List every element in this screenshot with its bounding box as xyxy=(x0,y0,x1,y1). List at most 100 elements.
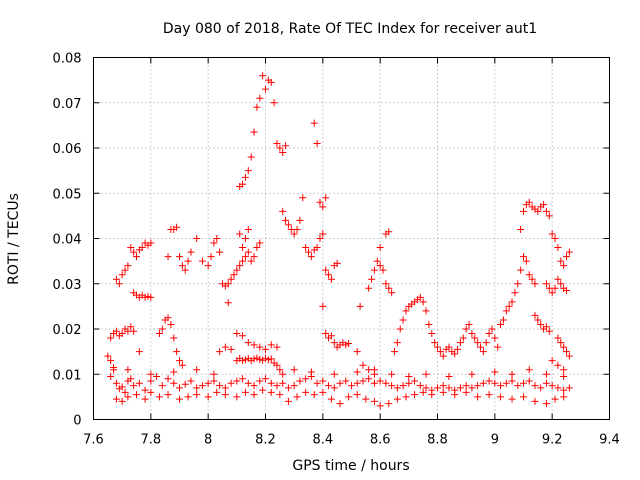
data-point xyxy=(477,343,484,351)
data-point xyxy=(279,207,287,215)
data-point xyxy=(402,393,410,401)
data-point xyxy=(115,280,123,288)
data-point xyxy=(302,244,310,252)
data-point xyxy=(491,368,499,376)
data-point xyxy=(279,149,287,157)
data-point xyxy=(542,207,550,215)
data-point xyxy=(479,379,487,387)
data-point xyxy=(256,94,264,102)
data-point xyxy=(178,262,186,270)
data-point xyxy=(147,370,155,378)
data-point xyxy=(164,375,172,383)
data-point xyxy=(259,386,267,394)
data-point xyxy=(118,383,126,391)
data-point xyxy=(118,271,126,279)
data-point xyxy=(293,393,301,401)
data-point xyxy=(267,379,275,387)
data-point xyxy=(107,357,115,365)
data-point xyxy=(370,266,378,274)
data-point xyxy=(491,379,499,387)
data-point xyxy=(247,153,255,161)
data-point xyxy=(216,248,224,256)
data-point xyxy=(422,384,430,392)
data-point xyxy=(262,375,269,383)
data-point xyxy=(141,386,149,394)
data-point xyxy=(133,253,140,261)
data-point xyxy=(233,330,241,338)
data-point xyxy=(124,262,132,270)
data-point xyxy=(560,262,568,270)
data-point xyxy=(290,382,298,390)
data-point xyxy=(454,345,462,353)
data-point xyxy=(345,393,353,401)
data-point xyxy=(141,395,149,403)
data-point xyxy=(485,377,493,385)
data-point xyxy=(178,361,186,369)
data-point xyxy=(273,139,281,147)
data-point xyxy=(284,397,292,405)
data-point xyxy=(494,343,502,351)
data-point xyxy=(135,348,143,356)
data-point xyxy=(173,348,181,356)
data-point xyxy=(193,391,201,399)
data-point xyxy=(319,203,327,211)
data-point xyxy=(505,302,513,310)
data-point xyxy=(402,307,410,315)
data-point xyxy=(239,332,247,340)
data-point xyxy=(336,379,344,387)
data-point xyxy=(508,395,516,403)
data-point xyxy=(244,225,252,233)
data-point xyxy=(370,366,378,374)
data-point xyxy=(247,257,255,265)
y-tick-labels: 0 0.01 0.02 0.03 0.04 0.05 0.06 0.07 0.08 xyxy=(53,52,82,429)
data-point xyxy=(307,368,315,376)
data-point xyxy=(284,384,292,392)
data-point xyxy=(560,393,568,401)
data-point xyxy=(147,377,155,385)
data-point xyxy=(230,271,238,279)
data-point xyxy=(333,259,341,267)
data-point xyxy=(554,384,562,392)
data-point xyxy=(508,377,516,385)
data-point xyxy=(370,397,378,405)
data-point xyxy=(565,248,573,256)
data-point xyxy=(322,194,330,202)
data-point xyxy=(239,180,247,188)
data-point xyxy=(388,289,396,297)
data-point xyxy=(273,343,281,351)
data-point xyxy=(528,275,536,283)
data-point xyxy=(267,388,275,396)
data-point xyxy=(296,216,304,224)
data-point xyxy=(176,384,183,392)
data-point xyxy=(485,391,493,399)
x-tick-label: 8.4 xyxy=(312,433,333,448)
data-point xyxy=(353,348,361,356)
x-axis-label: GPS time / hours xyxy=(292,458,409,474)
data-point xyxy=(445,384,453,392)
data-point xyxy=(365,284,373,292)
data-point xyxy=(290,366,298,374)
data-point xyxy=(439,388,447,396)
data-point xyxy=(147,293,155,301)
data-point xyxy=(439,382,447,390)
data-point xyxy=(520,393,527,401)
data-point xyxy=(399,316,407,324)
data-point xyxy=(262,345,269,353)
data-point xyxy=(482,339,490,347)
data-point xyxy=(247,357,255,365)
data-point xyxy=(138,244,146,252)
data-point xyxy=(210,239,218,247)
data-point xyxy=(488,325,496,333)
data-point xyxy=(468,384,476,392)
data-point xyxy=(158,325,166,333)
data-point xyxy=(176,395,183,403)
data-point xyxy=(253,354,261,362)
chart-title: Day 080 of 2018, Rate Of TEC Index for r… xyxy=(163,21,537,37)
data-point xyxy=(187,377,195,385)
data-point xyxy=(325,271,333,279)
data-point xyxy=(342,377,350,385)
data-point xyxy=(436,348,444,356)
data-point xyxy=(451,350,459,358)
data-point xyxy=(545,212,553,220)
data-point xyxy=(419,298,427,306)
